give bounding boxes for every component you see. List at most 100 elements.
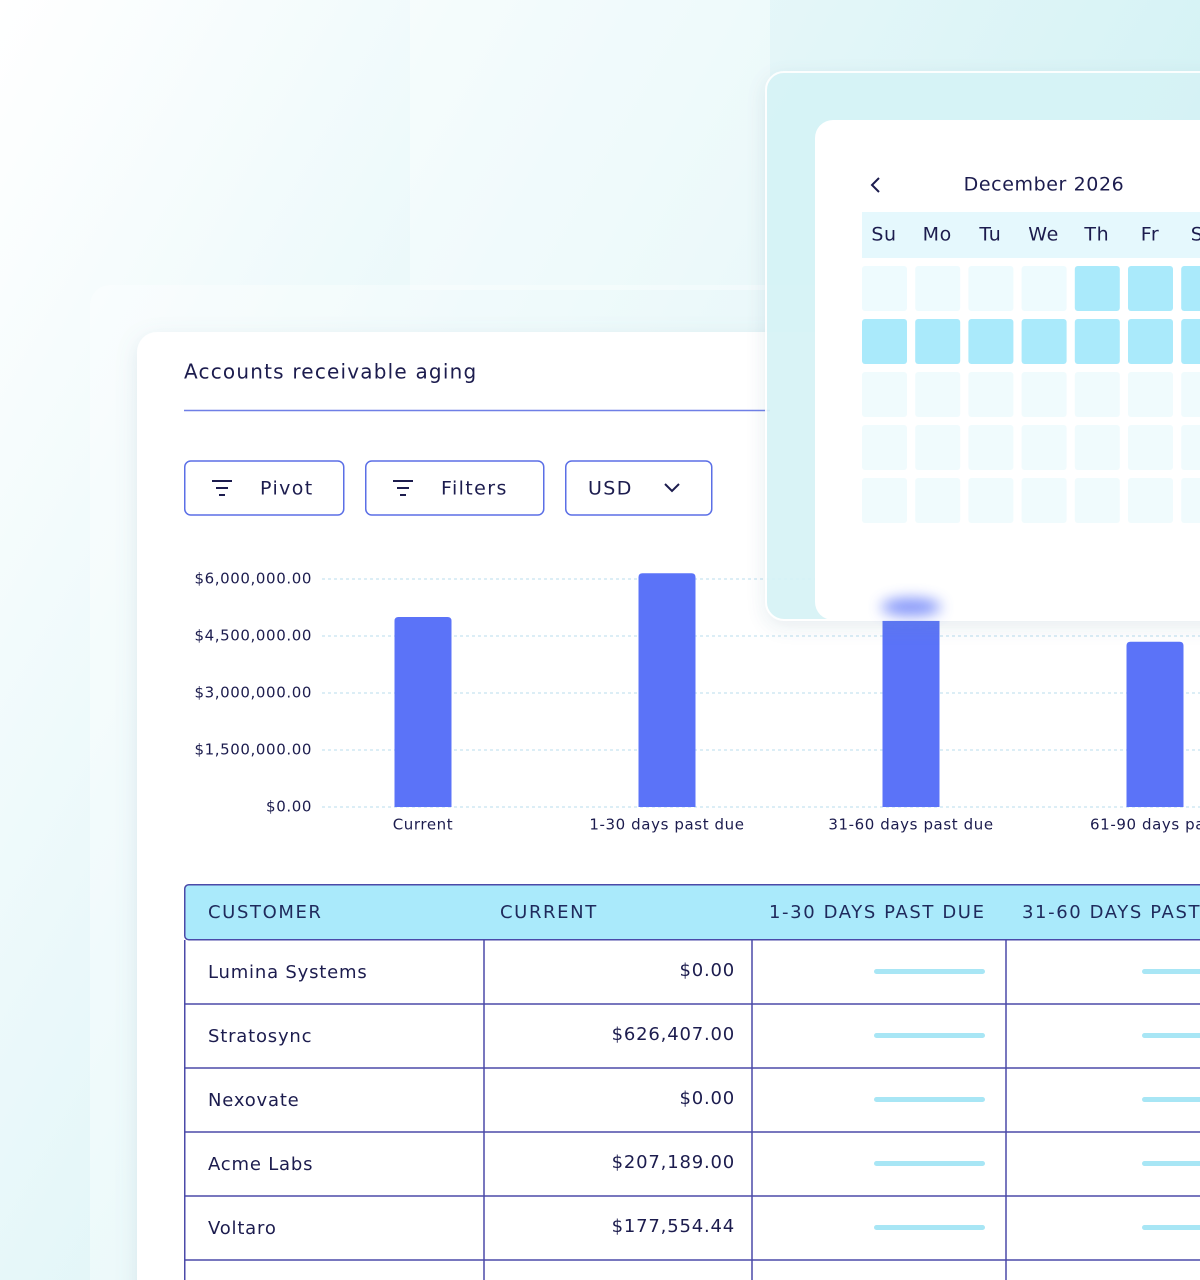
day-cell[interactable] — [1021, 372, 1067, 417]
customer-name: Lumina Systems — [208, 962, 368, 983]
weekday-label: Sa — [1191, 224, 1200, 246]
day-cell-selected[interactable] — [1128, 319, 1173, 364]
button-frame — [184, 460, 345, 516]
day-cell-selected[interactable] — [1128, 266, 1173, 311]
current-amount: $177,554.44 — [612, 1216, 735, 1237]
placeholder — [874, 1225, 985, 1230]
day-cell[interactable] — [968, 478, 1014, 523]
current-amount: $0.00 — [679, 1088, 735, 1109]
y-tick-label: $3,000,000.00 — [194, 684, 312, 702]
button-label: USD — [588, 478, 633, 500]
placeholder — [1142, 1161, 1200, 1166]
weekday-row — [862, 212, 1200, 258]
day-cell[interactable] — [915, 478, 961, 523]
placeholder — [1142, 1225, 1200, 1230]
placeholder — [1142, 1033, 1200, 1038]
day-cell-selected[interactable] — [862, 319, 907, 364]
x-tick-label: Current — [393, 816, 454, 834]
day-cell[interactable] — [1021, 266, 1067, 311]
day-cell[interactable] — [1181, 425, 1200, 470]
column-header: 31-60 DAYS PAST DUE — [1022, 902, 1200, 923]
toolbar-button[interactable]: USD — [565, 460, 713, 516]
day-cell[interactable] — [862, 266, 907, 311]
placeholder — [874, 1033, 985, 1038]
filter-icon — [393, 480, 413, 496]
day-cell[interactable] — [968, 266, 1014, 311]
day-cell-selected[interactable] — [1074, 266, 1120, 311]
dropdown-chevron — [664, 483, 680, 493]
y-tick-label: $1,500,000.00 — [194, 741, 312, 759]
toolbar-button[interactable]: Pivot — [184, 460, 345, 516]
weekday-label: Mo — [923, 224, 952, 246]
y-tick-label: $6,000,000.00 — [194, 570, 312, 588]
chart: $0.00 $1,500,000.00 $3,000,000.00 $4,500,00… — [194, 570, 1200, 834]
column-header: CURRENT — [500, 902, 598, 923]
day-cell-selected[interactable] — [1181, 266, 1200, 311]
toolbar-button[interactable]: Filters — [365, 460, 545, 516]
x-tick-label: 31-60 days past due — [828, 816, 993, 834]
day-cell[interactable] — [1021, 478, 1067, 523]
customer-name: Nexovate — [208, 1090, 300, 1111]
weekday-label: Th — [1083, 224, 1109, 246]
toolbar: Pivot Filters USD — [184, 460, 713, 516]
current-amount: $207,189.00 — [612, 1152, 735, 1173]
day-cell[interactable] — [862, 425, 907, 470]
day-cell[interactable] — [1074, 478, 1120, 523]
day-cell-selected[interactable] — [915, 319, 961, 364]
placeholder — [874, 1097, 985, 1102]
day-cell[interactable] — [1128, 372, 1173, 417]
customer-name: Voltaro — [208, 1218, 277, 1239]
prev-month[interactable] — [870, 177, 880, 193]
customer-name: Acme Labs — [208, 1154, 313, 1175]
day-cell[interactable] — [1021, 425, 1067, 470]
day-cell[interactable] — [1074, 425, 1120, 470]
filter-icon — [212, 480, 232, 496]
button-frame — [565, 460, 713, 516]
card-title: Accounts receivable aging — [184, 360, 477, 384]
weekday-label: Su — [871, 224, 896, 246]
current-amount: $0.00 — [679, 960, 735, 981]
day-cell-selected[interactable] — [1021, 319, 1067, 364]
bar — [1126, 641, 1184, 807]
x-tick-label: 1-30 days past due — [589, 816, 744, 834]
placeholder — [1142, 969, 1200, 974]
customer-name: Stratosync — [208, 1026, 312, 1047]
bar — [394, 617, 452, 807]
day-cell[interactable] — [968, 372, 1014, 417]
column-header: 1-30 DAYS PAST DUE — [769, 902, 986, 923]
backdrop-panel — [410, 0, 770, 290]
day-cell-selected[interactable] — [1074, 319, 1120, 364]
x-tick-label: 61-90 days past — [1090, 816, 1200, 834]
weekday-label: We — [1028, 224, 1059, 246]
bar — [638, 573, 696, 807]
calendar-month: December 2026 — [964, 174, 1125, 196]
day-cell[interactable] — [1181, 478, 1200, 523]
day-cell[interactable] — [1128, 425, 1173, 470]
placeholder — [1142, 1097, 1200, 1102]
day-cell[interactable] — [915, 425, 961, 470]
y-tick-label: $0.00 — [266, 798, 312, 816]
weekday-label: Fr — [1141, 224, 1160, 246]
day-cell[interactable] — [1181, 372, 1200, 417]
day-cell[interactable] — [915, 372, 961, 417]
day-cell-selected[interactable] — [1181, 319, 1200, 364]
day-cell[interactable] — [915, 266, 961, 311]
bar-glow — [881, 598, 941, 616]
button-label: Filters — [441, 478, 508, 500]
y-tick-label: $4,500,000.00 — [194, 627, 312, 645]
bar — [882, 605, 940, 807]
button-frame — [365, 460, 545, 516]
day-cell[interactable] — [862, 372, 907, 417]
day-cell[interactable] — [862, 478, 907, 523]
placeholder — [874, 1161, 985, 1166]
day-cell[interactable] — [1074, 372, 1120, 417]
day-cell[interactable] — [968, 425, 1014, 470]
column-header: CUSTOMER — [208, 902, 323, 923]
current-amount: $626,407.00 — [612, 1024, 735, 1045]
button-label: Pivot — [260, 478, 314, 500]
day-cell[interactable] — [1128, 478, 1173, 523]
weekday-label: Tu — [978, 224, 1001, 246]
day-cell-selected[interactable] — [968, 319, 1014, 364]
table: CUSTOMER CURRENT 1-30 DAYS PAST DUE 31-60 D… — [184, 884, 1200, 1280]
